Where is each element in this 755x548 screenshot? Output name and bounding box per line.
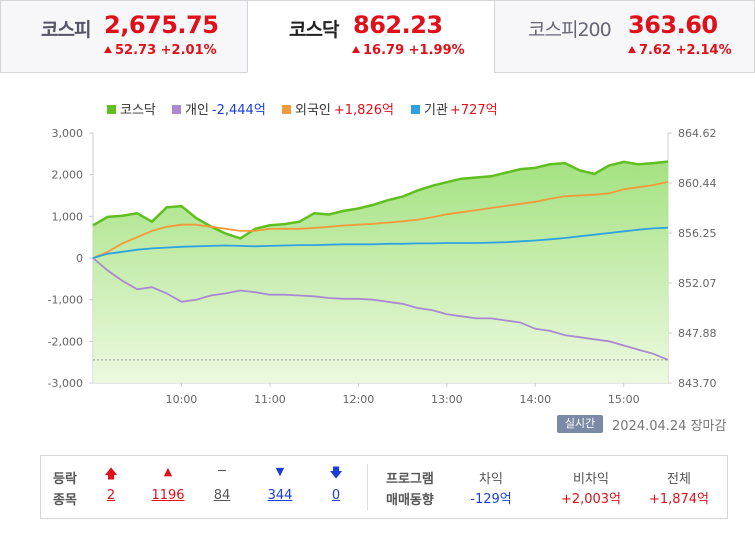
- left-axis-tick-label: 0: [76, 252, 83, 265]
- right-axis-tick-label: 847.88: [678, 327, 717, 340]
- tab-kospi-name: 코스피: [41, 19, 91, 41]
- rise-triangle-icon: ▲: [163, 465, 173, 478]
- x-axis-tick-label: 11:00: [254, 393, 286, 406]
- chart-legend: 코스닥 개인 -2,444억 외국인 +1,826억 기관 +727억: [107, 103, 498, 118]
- arbitrage-label: 차익: [479, 472, 503, 487]
- fall-triangle-icon: ▼: [275, 465, 285, 478]
- market-summary-box: 등락 종목 🡅 ▲ ─ ▼ 🡇 2 1196 84 344 0 프로그램 매매동…: [40, 455, 728, 519]
- tab-kospi200-value: 363.60: [628, 11, 718, 39]
- x-axis-tick-label: 14:00: [519, 393, 551, 406]
- tab-kospi200-change-value: 7.62: [639, 43, 672, 58]
- series-line-2: [92, 181, 669, 259]
- chart-plot-area: [92, 160, 669, 383]
- tab-kospi[interactable]: 코스피 2,675.75 52.73 +2.01%: [0, 0, 248, 73]
- date-status: 2024.04.24 장마감: [612, 419, 727, 434]
- tab-kosdaq-change-value: 16.79: [363, 43, 405, 58]
- tab-kospi200-change-pct: +2.14%: [675, 43, 732, 58]
- tab-kospi-change-pct: +2.01%: [160, 43, 217, 58]
- investor-flow-chart: 코스닥 개인 -2,444억 외국인 +1,826억 기관 +727억 3,000 2,…: [48, 103, 717, 406]
- legend-swatch-foreign: [282, 105, 291, 114]
- legend-foreign-value: +1,826억: [334, 103, 394, 118]
- chart-axes: 3,000 2,000 1,000 0 -1,000 -2,000 -3,000 864.62…: [48, 127, 717, 406]
- legend-swatch-institution: [411, 105, 420, 114]
- legend-label-kosdaq: 코스닥: [120, 103, 156, 118]
- arbitrage-value: -129억: [470, 492, 512, 507]
- unchanged-count[interactable]: 84: [213, 488, 231, 503]
- left-axis-tick-label: 3,000: [52, 127, 84, 140]
- advance-decline-label-2: 종목: [53, 493, 77, 508]
- up-triangle-icon: [104, 46, 112, 53]
- left-axis-tick-label: -3,000: [48, 377, 83, 390]
- legend-institution-value: +727억: [450, 103, 498, 118]
- x-axis-tick-label: 15:00: [608, 393, 640, 406]
- left-axis-tick-label: 1,000: [52, 210, 84, 223]
- tab-kospi200-name: 코스피200: [528, 19, 612, 41]
- legend-individual-value: -2,444억: [212, 103, 266, 118]
- legend-swatch-individual: [172, 105, 181, 114]
- advance-decline-label-1: 등락: [53, 472, 77, 487]
- left-axis-tick-label: 2,000: [52, 169, 84, 182]
- legend-label-foreign: 외국인 +1,826억: [295, 103, 394, 118]
- legend-label-institution: 기관 +727억: [424, 103, 498, 118]
- series-line-0: [92, 160, 669, 240]
- tab-kospi200[interactable]: 코스피200 363.60 7.62 +2.14%: [494, 0, 755, 73]
- legend-swatch-kosdaq: [107, 105, 116, 114]
- tab-kosdaq[interactable]: 코스닥 862.23 16.79 +1.99%: [247, 0, 495, 73]
- right-axis-tick-label: 864.62: [678, 127, 717, 140]
- program-trading-label-2: 매매동향: [386, 493, 434, 508]
- nonarbitrage-value: +2,003억: [560, 492, 622, 507]
- tab-kosdaq-value: 862.23: [353, 11, 443, 39]
- left-axis-tick-label: -2,000: [48, 335, 83, 348]
- right-axis-tick-label: 852.07: [678, 277, 717, 290]
- up-triangle-icon: [352, 46, 360, 53]
- legend-institution-name: 기관: [424, 103, 448, 118]
- legend-individual-name: 개인: [185, 103, 209, 118]
- program-trading-label-1: 프로그램: [386, 472, 434, 487]
- x-axis-tick-label: 13:00: [431, 393, 463, 406]
- rise-count[interactable]: 1196: [151, 488, 185, 503]
- tab-kosdaq-name: 코스닥: [289, 19, 339, 41]
- series-line-3: [92, 226, 669, 259]
- kosdaq-area-fill: [93, 161, 668, 383]
- tab-kospi-value: 2,675.75: [104, 11, 219, 39]
- tab-kosdaq-change: 16.79 +1.99%: [352, 43, 465, 58]
- total-value: +1,874억: [648, 492, 710, 507]
- lower-limit-count[interactable]: 0: [331, 488, 341, 503]
- right-axis-tick-label: 843.70: [678, 377, 717, 390]
- upper-limit-count[interactable]: 2: [106, 488, 116, 503]
- unchanged-dash-icon: ─: [218, 464, 226, 479]
- realtime-button[interactable]: 실시간: [557, 415, 603, 433]
- up-triangle-icon: [628, 46, 636, 53]
- left-axis-tick-label: -1,000: [48, 294, 83, 307]
- nonarbitrage-label: 비차익: [573, 472, 609, 487]
- total-label: 전체: [667, 472, 691, 487]
- tab-kospi-change: 52.73 +2.01%: [104, 43, 217, 58]
- tab-kosdaq-change-pct: +1.99%: [408, 43, 465, 58]
- x-axis-tick-label: 12:00: [343, 393, 375, 406]
- x-axis-tick-label: 10:00: [166, 393, 198, 406]
- fall-count[interactable]: 344: [267, 488, 293, 503]
- tab-kospi200-change: 7.62 +2.14%: [628, 43, 732, 58]
- series-line-1: [92, 257, 669, 361]
- index-tabs: 코스피 2,675.75 52.73 +2.01% 코스닥 862.23 16.…: [0, 0, 755, 74]
- lower-limit-arrow-icon: 🡇: [329, 466, 343, 481]
- upper-limit-arrow-icon: 🡅: [104, 467, 118, 482]
- legend-label-individual: 개인 -2,444억: [185, 103, 266, 118]
- right-axis-tick-label: 856.25: [678, 227, 717, 240]
- tab-kospi-change-value: 52.73: [115, 43, 157, 58]
- summary-divider: [367, 464, 368, 510]
- right-axis-tick-label: 860.44: [678, 177, 717, 190]
- legend-foreign-name: 외국인: [295, 103, 331, 118]
